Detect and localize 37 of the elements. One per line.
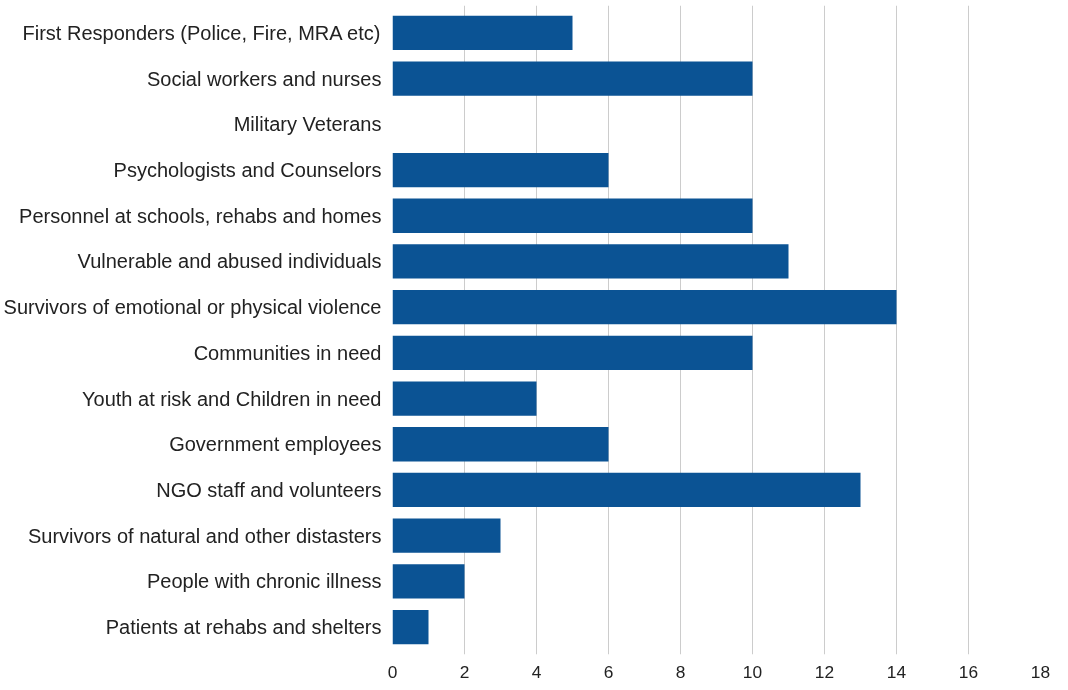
x-tick-label: 0 xyxy=(387,661,398,682)
y-tick-label: First Responders (Police, Fire, MRA etc) xyxy=(22,21,381,44)
y-tick-label: People with chronic illness xyxy=(146,570,382,593)
y-tick-label: Youth at risk and Children in need xyxy=(82,387,382,410)
y-tick-label: Communities in need xyxy=(193,341,382,364)
x-tick-label: 2 xyxy=(459,661,470,682)
x-tick-label: 14 xyxy=(886,661,907,682)
bar xyxy=(392,244,789,279)
x-tick-label: 16 xyxy=(958,661,979,682)
bar xyxy=(392,564,465,599)
y-tick-label: NGO staff and volunteers xyxy=(156,478,382,501)
x-tick-label: 18 xyxy=(1030,661,1051,682)
y-tick-label: Military Veterans xyxy=(233,113,382,136)
x-tick-label: 6 xyxy=(603,661,614,682)
bar xyxy=(392,152,609,188)
x-tick-label: 4 xyxy=(531,661,542,682)
bar xyxy=(392,15,573,51)
y-tick-label: Survivors of emotional or physical violence xyxy=(3,296,382,319)
y-tick-label: Vulnerable and abused individuals xyxy=(77,250,382,273)
bar xyxy=(392,198,753,233)
y-tick-label: Patients at rehabs and shelters xyxy=(105,616,382,639)
bar xyxy=(392,290,897,325)
y-tick-label: Government employees xyxy=(169,433,382,456)
x-tick-label: 8 xyxy=(675,661,686,682)
x-tick-label: 10 xyxy=(742,661,763,682)
x-tick-label: 12 xyxy=(814,661,835,682)
y-tick-label: Social workers and nurses xyxy=(146,67,382,90)
bar xyxy=(392,609,429,645)
bar xyxy=(392,472,861,508)
bar xyxy=(392,427,609,462)
bar xyxy=(392,335,753,370)
bar xyxy=(392,61,753,96)
y-tick-label: Survivors of natural and other distasters xyxy=(27,524,382,547)
bar xyxy=(392,518,501,553)
y-tick-label: Psychologists and Counselors xyxy=(113,159,382,182)
y-tick-label: Personnel at schools, rehabs and homes xyxy=(19,204,382,227)
bar xyxy=(392,381,537,416)
